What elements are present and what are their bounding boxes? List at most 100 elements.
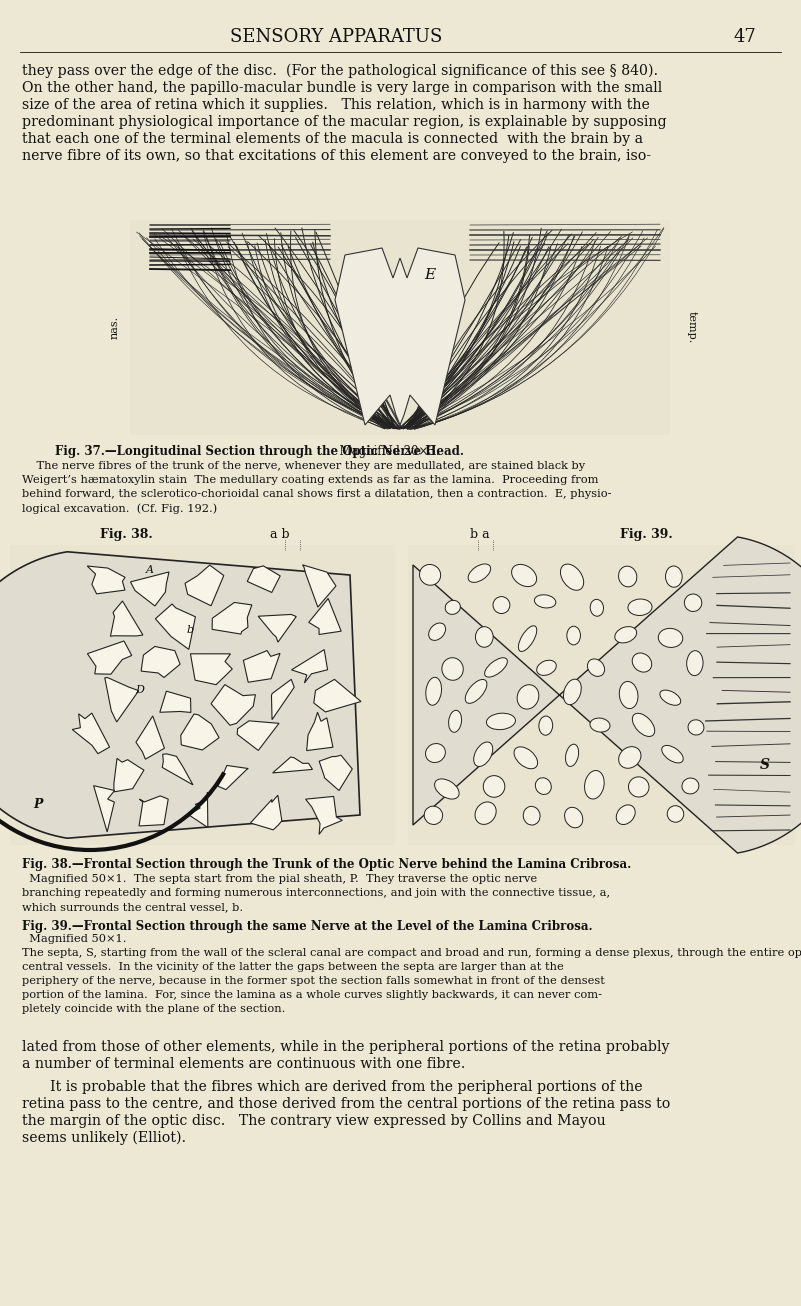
Polygon shape (155, 603, 195, 649)
Ellipse shape (485, 658, 507, 677)
Ellipse shape (682, 778, 698, 794)
Ellipse shape (517, 684, 539, 709)
Text: that each one of the terminal elements of the macula is connected  with the brai: that each one of the terminal elements o… (22, 132, 643, 146)
Ellipse shape (686, 650, 703, 675)
Ellipse shape (473, 742, 493, 767)
Text: periphery of the nerve, because in the former spot the section falls somewhat in: periphery of the nerve, because in the f… (22, 976, 605, 986)
Polygon shape (212, 602, 252, 635)
Ellipse shape (688, 720, 704, 735)
Bar (130, 219, 670, 435)
Text: Fig. 38.: Fig. 38. (100, 528, 153, 541)
Text: D: D (135, 686, 144, 695)
Polygon shape (114, 759, 144, 791)
Ellipse shape (590, 599, 603, 616)
Text: branching repeatedly and forming numerous interconnections, and join with the co: branching repeatedly and forming numerou… (22, 888, 610, 899)
Ellipse shape (662, 746, 683, 763)
Ellipse shape (425, 743, 445, 763)
Ellipse shape (628, 599, 652, 615)
Ellipse shape (449, 710, 461, 733)
Ellipse shape (563, 679, 582, 705)
Text: a number of terminal elements are continuous with one fibre.: a number of terminal elements are contin… (22, 1057, 465, 1071)
Ellipse shape (619, 682, 638, 709)
Ellipse shape (512, 564, 537, 586)
Ellipse shape (567, 627, 581, 645)
Text: which surrounds the central vessel, b.: which surrounds the central vessel, b. (22, 902, 244, 912)
Ellipse shape (537, 661, 557, 675)
Ellipse shape (587, 660, 605, 677)
Polygon shape (191, 654, 232, 684)
Polygon shape (314, 679, 361, 712)
Text: logical excavation.  (Cf. Fig. 192.): logical excavation. (Cf. Fig. 192.) (22, 503, 217, 513)
Text: b: b (187, 626, 194, 635)
Polygon shape (72, 713, 110, 754)
Polygon shape (244, 650, 280, 682)
Text: Fig. 39.: Fig. 39. (620, 528, 673, 541)
Ellipse shape (425, 806, 443, 824)
Polygon shape (413, 537, 801, 853)
Text: A: A (146, 565, 154, 575)
Polygon shape (272, 757, 312, 773)
Ellipse shape (426, 678, 441, 705)
Polygon shape (105, 678, 139, 722)
Ellipse shape (585, 771, 604, 799)
Ellipse shape (618, 567, 637, 586)
Polygon shape (131, 572, 169, 606)
Polygon shape (139, 795, 168, 825)
Ellipse shape (561, 564, 584, 590)
Ellipse shape (539, 716, 553, 735)
Ellipse shape (468, 564, 491, 582)
Text: temp.: temp. (687, 311, 697, 343)
Text: SENSORY APPARATUS: SENSORY APPARATUS (230, 27, 443, 46)
Polygon shape (185, 565, 223, 606)
Ellipse shape (629, 777, 649, 797)
Text: size of the area of retina which it supplies.   This relation, which is in harmo: size of the area of retina which it supp… (22, 98, 650, 112)
Text: The septa, S, starting from the wall of the scleral canal are compact and broad : The septa, S, starting from the wall of … (22, 948, 801, 959)
Text: nas.: nas. (110, 316, 120, 340)
Bar (408, 545, 795, 845)
Polygon shape (0, 552, 360, 838)
Text: retina pass to the centre, and those derived from the central portions of the re: retina pass to the centre, and those der… (22, 1097, 670, 1111)
Ellipse shape (658, 628, 682, 648)
Ellipse shape (518, 626, 537, 652)
Polygon shape (319, 755, 352, 790)
Polygon shape (111, 601, 143, 636)
Ellipse shape (615, 627, 637, 643)
Ellipse shape (420, 564, 441, 585)
Ellipse shape (565, 807, 583, 828)
Ellipse shape (493, 597, 510, 614)
Ellipse shape (618, 747, 641, 768)
Text: predominant physiological importance of the macular region, is explainable by su: predominant physiological importance of … (22, 115, 666, 129)
Text: Magnified 50×1.: Magnified 50×1. (22, 934, 127, 944)
Ellipse shape (660, 690, 681, 705)
Polygon shape (87, 641, 131, 674)
Ellipse shape (523, 806, 540, 825)
Ellipse shape (465, 679, 487, 704)
Text: lated from those of other elements, while in the peripheral portions of the reti: lated from those of other elements, whil… (22, 1040, 670, 1054)
Text: E: E (425, 268, 436, 282)
Polygon shape (160, 691, 191, 713)
Polygon shape (181, 714, 219, 750)
Polygon shape (94, 786, 115, 832)
Text: the margin of the optic disc.   The contrary view expressed by Collins and Mayou: the margin of the optic disc. The contra… (22, 1114, 606, 1128)
Bar (10, 545, 395, 845)
Ellipse shape (483, 776, 505, 797)
Polygon shape (308, 598, 341, 635)
Ellipse shape (616, 804, 635, 824)
Text: behind forward, the sclerotico-chorioidal canal shows first a dilatation, then a: behind forward, the sclerotico-chorioida… (22, 488, 611, 499)
Polygon shape (272, 679, 294, 720)
Text: nerve fibre of its own, so that excitations of this element are conveyed to the : nerve fibre of its own, so that excitati… (22, 149, 651, 163)
Polygon shape (189, 793, 207, 828)
Text: P: P (34, 798, 42, 811)
Text: On the other hand, the papillo-macular bundle is very large in comparison with t: On the other hand, the papillo-macular b… (22, 81, 662, 95)
Text: Fig. 37.—Longitudinal Section through the Optic Nerve Head.: Fig. 37.—Longitudinal Section through th… (55, 445, 464, 458)
Text: a b: a b (270, 528, 290, 541)
Text: Fig. 38.—Frontal Section through the Trunk of the Optic Nerve behind the Lamina : Fig. 38.—Frontal Section through the Tru… (22, 858, 631, 871)
Polygon shape (163, 754, 193, 785)
Polygon shape (258, 614, 296, 643)
Polygon shape (306, 797, 342, 835)
Ellipse shape (535, 778, 551, 794)
Text: It is probable that the fibres which are derived from the peripheral portions of: It is probable that the fibres which are… (50, 1080, 642, 1094)
Ellipse shape (534, 594, 556, 609)
Ellipse shape (435, 778, 459, 799)
Polygon shape (218, 765, 248, 790)
